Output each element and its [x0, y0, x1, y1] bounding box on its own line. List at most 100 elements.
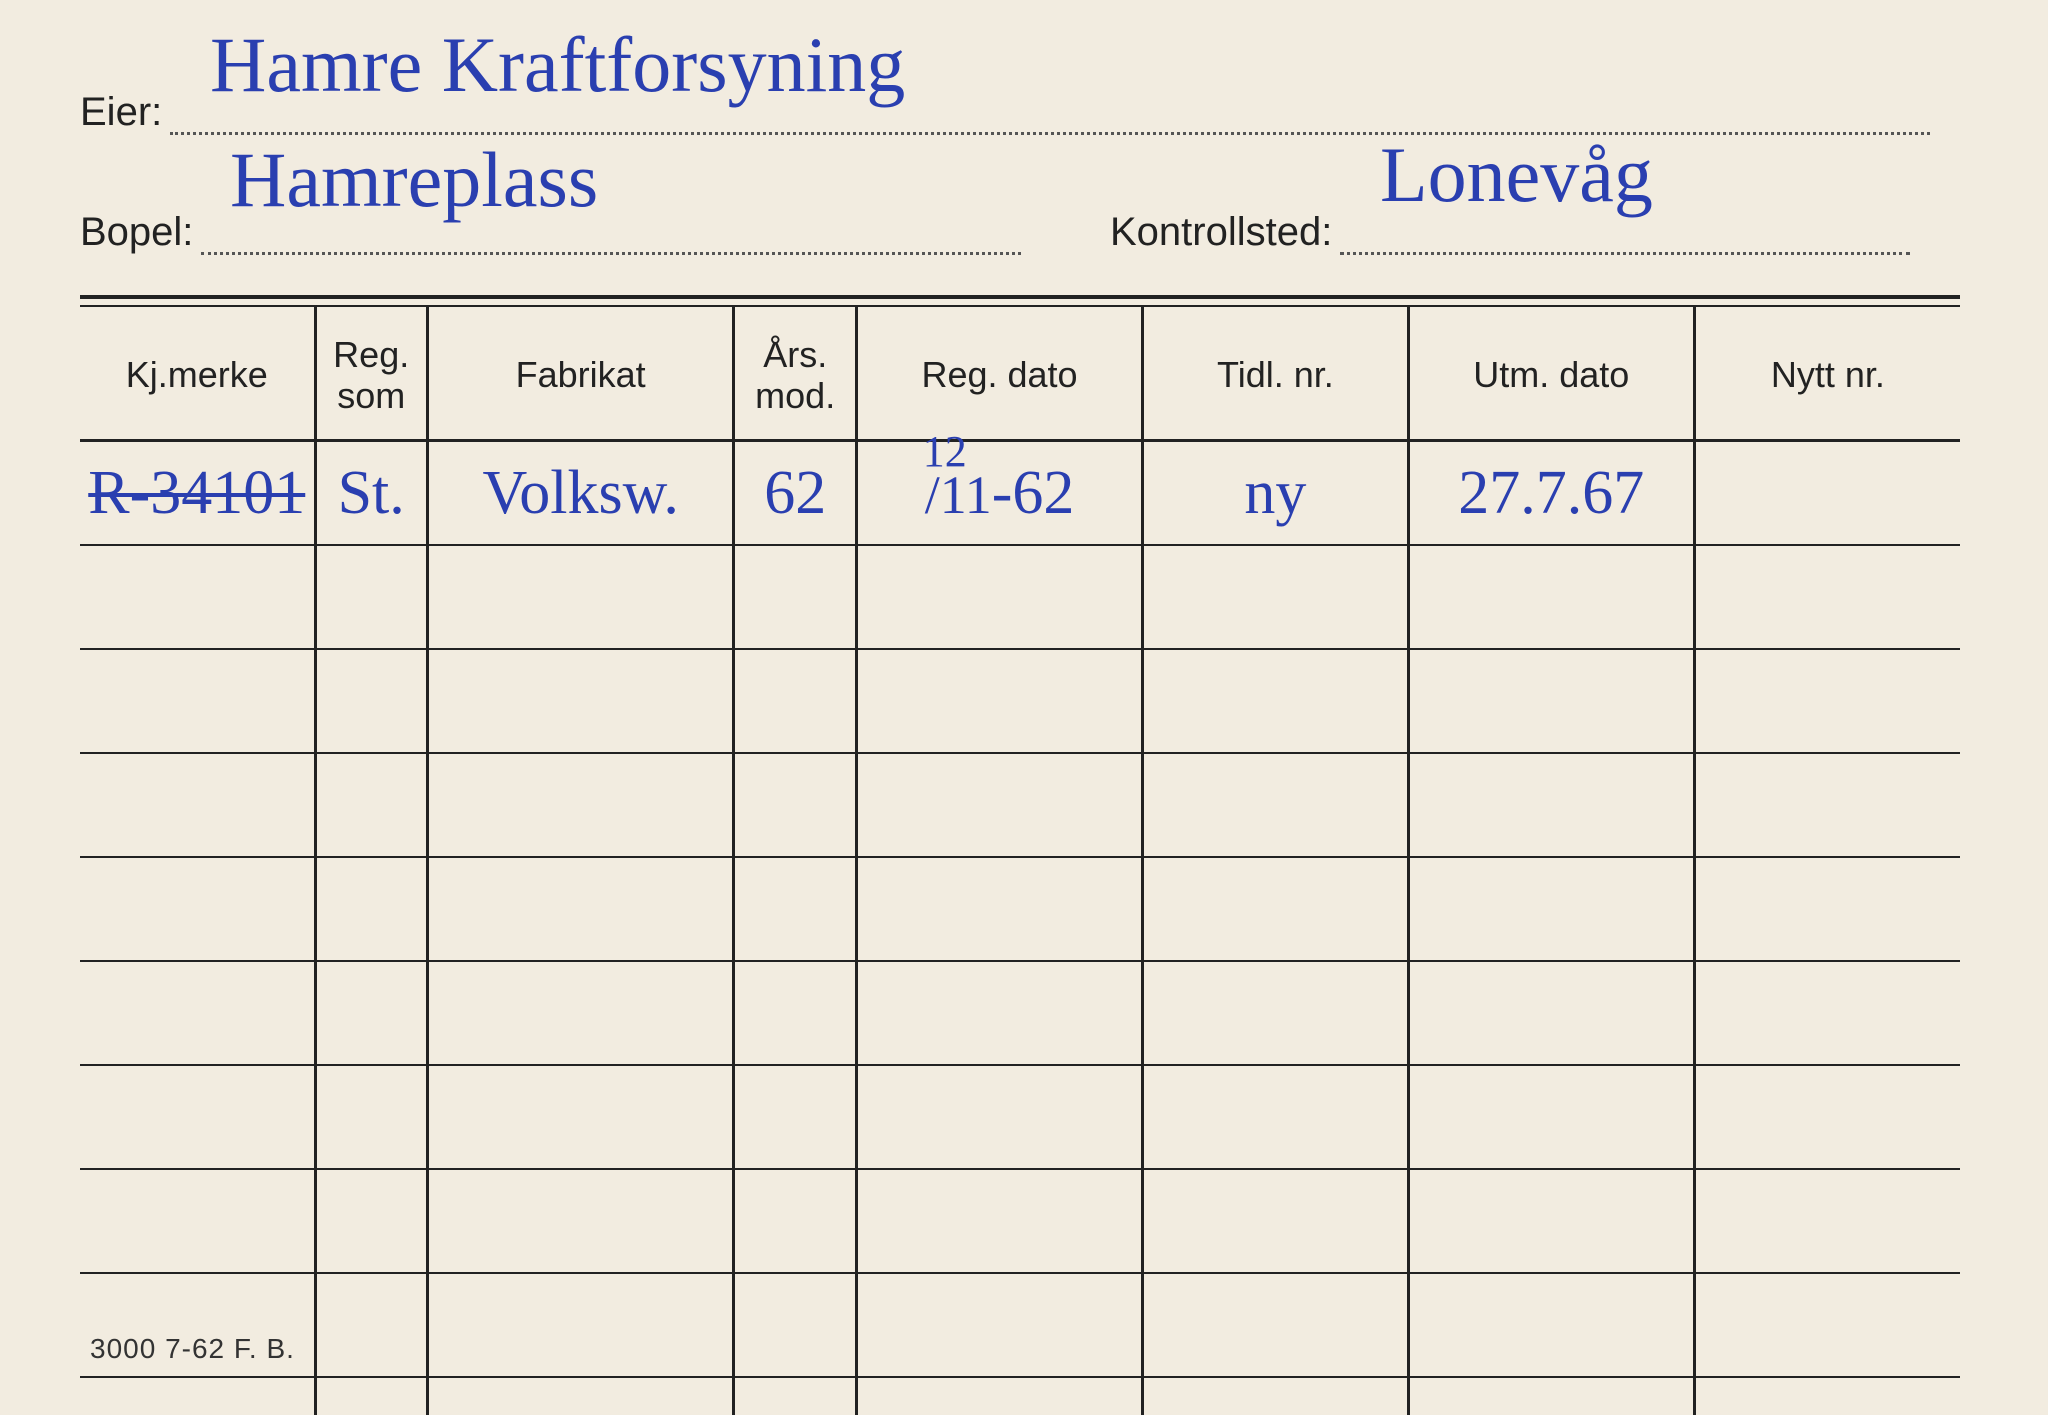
table-row [80, 1377, 1960, 1415]
cell-kjmerke [80, 1377, 315, 1415]
cell-arsmod [734, 1273, 857, 1377]
cell-regdato [857, 1377, 1143, 1415]
cell-regsom [315, 1065, 427, 1169]
cell-kjmerke [80, 649, 315, 753]
cell-nyttnr [1694, 961, 1960, 1065]
cell-kjmerke [80, 857, 315, 961]
cell-utmdato [1408, 1065, 1694, 1169]
cell-fabrikat [427, 1065, 734, 1169]
cell-regdato [857, 753, 1143, 857]
cell-tidlnr [1143, 1377, 1409, 1415]
table-row [80, 857, 1960, 961]
cell-arsmod [734, 1377, 857, 1415]
table-row [80, 1273, 1960, 1377]
cell-fabrikat [427, 857, 734, 961]
kontrollsted-label: Kontrollsted: [1110, 210, 1332, 255]
cell-nyttnr [1694, 753, 1960, 857]
cell-regsom [315, 1273, 427, 1377]
col-utmdato: Utm. dato [1408, 307, 1694, 441]
cell-arsmod: 62 [734, 441, 857, 546]
form-print-code: 3000 7-62 F. B. [90, 1333, 295, 1365]
cell-nyttnr [1694, 1065, 1960, 1169]
cell-regsom [315, 961, 427, 1065]
cell-regsom: St. [315, 441, 427, 546]
cell-regsom [315, 545, 427, 649]
cell-kjmerke [80, 961, 315, 1065]
cell-fabrikat [427, 1377, 734, 1415]
cell-fabrikat: Volksw. [427, 441, 734, 546]
table-row [80, 753, 1960, 857]
card-header: Eier: Hamre Kraftforsyning Bopel: Hamrep… [40, 20, 2008, 300]
cell-arsmod [734, 545, 857, 649]
cell-fabrikat [427, 649, 734, 753]
cell-fabrikat [427, 961, 734, 1065]
registration-card: Eier: Hamre Kraftforsyning Bopel: Hamrep… [40, 20, 2008, 1395]
cell-value: St. [338, 462, 405, 524]
cell-tidlnr [1143, 545, 1409, 649]
eier-value: Hamre Kraftforsyning [210, 20, 905, 110]
eier-label: Eier: [80, 90, 162, 135]
cell-value: 27.7.67 [1458, 462, 1644, 524]
cell-regdato [857, 649, 1143, 753]
col-regdato: Reg. dato [857, 307, 1143, 441]
col-arsmod: Års.mod. [734, 307, 857, 441]
cell-arsmod [734, 857, 857, 961]
table-row [80, 961, 1960, 1065]
table-row [80, 1065, 1960, 1169]
cell-value: ny [1244, 462, 1306, 524]
cell-regsom [315, 1169, 427, 1273]
cell-fabrikat [427, 753, 734, 857]
table-row [80, 649, 1960, 753]
registration-table: Kj.merkeReg.somFabrikatÅrs.mod.Reg. dato… [80, 307, 1960, 1415]
cell-utmdato [1408, 1273, 1694, 1377]
table-top-rule [80, 295, 1960, 307]
table-header-row: Kj.merkeReg.somFabrikatÅrs.mod.Reg. dato… [80, 307, 1960, 441]
cell-tidlnr [1143, 857, 1409, 961]
kontrollsted-value: Lonevåg [1380, 130, 1653, 220]
col-fabrikat: Fabrikat [427, 307, 734, 441]
cell-arsmod [734, 1169, 857, 1273]
cell-regdato [857, 961, 1143, 1065]
cell-tidlnr: ny [1143, 441, 1409, 546]
cell-regdato [857, 545, 1143, 649]
bopel-dotted-line [201, 251, 1021, 255]
cell-nyttnr [1694, 545, 1960, 649]
cell-utmdato [1408, 649, 1694, 753]
cell-regdato [857, 1065, 1143, 1169]
cell-nyttnr [1694, 857, 1960, 961]
cell-utmdato [1408, 857, 1694, 961]
cell-arsmod [734, 961, 857, 1065]
cell-value: 62 [764, 462, 826, 524]
table-row [80, 1169, 1960, 1273]
cell-arsmod [734, 1065, 857, 1169]
cell-kjmerke [80, 545, 315, 649]
cell-utmdato [1408, 1377, 1694, 1415]
cell-kjmerke [80, 1065, 315, 1169]
bopel-label: Bopel: [80, 210, 193, 255]
cell-kjmerke [80, 753, 315, 857]
cell-tidlnr [1143, 961, 1409, 1065]
cell-regsom [315, 857, 427, 961]
cell-fabrikat [427, 1273, 734, 1377]
cell-utmdato [1408, 545, 1694, 649]
cell-fabrikat [427, 545, 734, 649]
cell-utmdato [1408, 961, 1694, 1065]
cell-tidlnr [1143, 1273, 1409, 1377]
cell-utmdato [1408, 1169, 1694, 1273]
cell-tidlnr [1143, 1065, 1409, 1169]
table-row [80, 545, 1960, 649]
cell-regdato [857, 1169, 1143, 1273]
bopel-value: Hamreplass [230, 135, 598, 225]
cell-utmdato [1408, 753, 1694, 857]
cell-regdato [857, 857, 1143, 961]
cell-nyttnr [1694, 1273, 1960, 1377]
cell-fabrikat [427, 1169, 734, 1273]
table-row: R-34101St.Volksw.6212/11-62ny27.7.67 [80, 441, 1960, 546]
cell-regsom [315, 649, 427, 753]
registration-table-wrap: Kj.merkeReg.somFabrikatÅrs.mod.Reg. dato… [80, 295, 1960, 1415]
cell-nyttnr [1694, 1377, 1960, 1415]
col-tidlnr: Tidl. nr. [1143, 307, 1409, 441]
kontrollsted-dotted-line [1340, 251, 1910, 255]
cell-nyttnr [1694, 649, 1960, 753]
cell-nyttnr [1694, 1169, 1960, 1273]
